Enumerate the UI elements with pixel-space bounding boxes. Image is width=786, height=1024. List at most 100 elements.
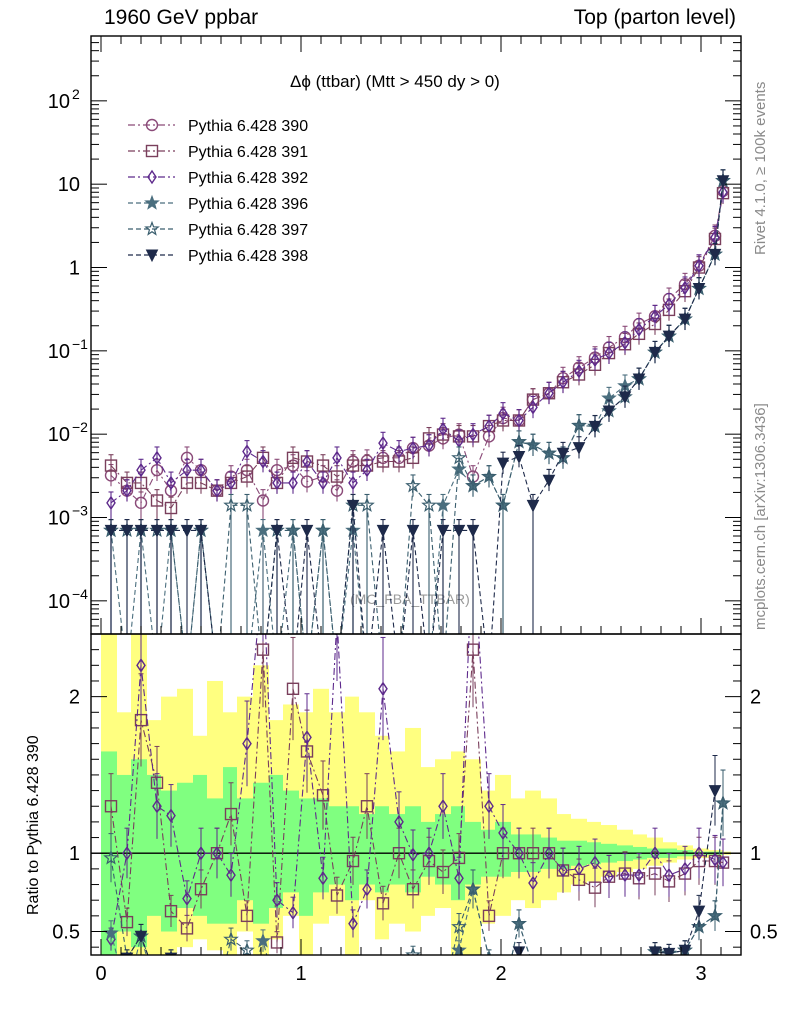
data-point-marker xyxy=(195,974,207,986)
ratio-y-tick-label-right: 1 xyxy=(750,843,761,865)
data-point-marker xyxy=(346,854,360,868)
data-point-marker xyxy=(527,960,539,972)
data-point-marker xyxy=(707,907,723,923)
data-point-marker xyxy=(239,942,255,955)
data-point-marker xyxy=(634,867,644,883)
data-point-marker xyxy=(603,977,615,989)
data-point-marker xyxy=(405,477,421,493)
analysis-watermark: (MC_FBA_TTBAR) xyxy=(350,591,470,607)
data-point-marker xyxy=(590,981,601,992)
data-point-marker xyxy=(708,785,722,798)
data-point-marker xyxy=(496,457,510,471)
data-point-marker xyxy=(438,992,449,1003)
data-point-marker xyxy=(258,454,268,469)
data-point-marker xyxy=(376,897,390,910)
data-point-marker xyxy=(588,420,602,434)
data-point-marker xyxy=(465,477,481,493)
data-point-marker xyxy=(376,524,390,538)
data-point-marker xyxy=(347,980,359,992)
data-point-marker xyxy=(454,871,464,886)
data-point-marker xyxy=(136,658,146,673)
data-point-marker xyxy=(543,974,555,986)
data-point-marker xyxy=(240,909,254,923)
legend-entry-label: Pythia 6.428 392 xyxy=(188,170,308,187)
uncertainty-band-inner xyxy=(329,806,345,885)
data-point-marker xyxy=(194,883,208,896)
data-point-marker xyxy=(662,947,676,955)
data-point-marker xyxy=(573,972,585,984)
y-tick-exponent: −4 xyxy=(72,586,88,602)
data-point-marker xyxy=(180,922,194,935)
data-point-marker xyxy=(543,974,555,986)
data-point-marker xyxy=(212,483,222,498)
data-point-marker xyxy=(406,883,420,896)
data-point-marker xyxy=(436,865,450,879)
data-point-marker xyxy=(223,497,239,513)
data-point-marker xyxy=(633,969,645,981)
data-point-marker xyxy=(438,421,448,437)
data-point-marker xyxy=(150,524,164,538)
data-point-marker xyxy=(708,248,722,262)
data-point-marker xyxy=(466,643,480,656)
data-point-marker xyxy=(152,450,162,466)
data-point-marker xyxy=(271,974,283,986)
data-point-marker xyxy=(361,958,373,970)
data-point-marker xyxy=(694,258,704,274)
ratio-plot-frame xyxy=(90,633,742,956)
data-point-marker xyxy=(454,994,465,1005)
data-point-marker xyxy=(226,475,236,491)
data-point-marker xyxy=(378,984,389,995)
data-point-marker xyxy=(316,459,330,472)
data-point-marker xyxy=(572,442,586,455)
legend-entry-label: Pythia 6.428 398 xyxy=(188,248,308,265)
data-point-marker xyxy=(481,468,497,484)
data-point-marker xyxy=(196,845,206,861)
ratio-bands xyxy=(101,634,731,955)
data-point-marker xyxy=(650,845,660,861)
legend-entry-label: Pythia 6.428 397 xyxy=(188,222,308,239)
uncertainty-band-inner xyxy=(223,767,237,924)
data-point-marker xyxy=(678,944,692,955)
data-point-marker xyxy=(451,449,467,465)
data-point-marker xyxy=(405,946,421,955)
data-point-marker xyxy=(692,905,706,919)
data-point-marker xyxy=(514,413,524,428)
data-point-marker xyxy=(272,475,282,491)
data-point-marker xyxy=(558,863,568,878)
data-point-marker xyxy=(619,974,631,986)
data-point-marker xyxy=(104,800,118,813)
data-point-marker xyxy=(166,475,176,491)
data-point-marker xyxy=(528,875,538,891)
data-point-marker xyxy=(318,871,328,886)
data-point-marker xyxy=(715,794,731,810)
data-point-marker xyxy=(239,497,255,513)
data-point-marker xyxy=(541,445,557,460)
y-tick-exponent: −1 xyxy=(72,336,88,352)
data-point-marker xyxy=(573,972,585,984)
data-point-marker xyxy=(144,194,160,210)
data-point-marker xyxy=(122,483,132,498)
data-point-marker xyxy=(317,967,329,979)
x-tick-label: 2 xyxy=(495,963,506,985)
data-point-marker xyxy=(557,986,569,998)
x-tick-label: 1 xyxy=(295,963,306,985)
data-point-marker xyxy=(378,681,388,697)
ratio-y-tick-label-right: 2 xyxy=(750,687,761,709)
data-point-marker xyxy=(692,282,706,296)
data-point-marker xyxy=(362,881,372,897)
data-point-marker xyxy=(346,499,360,513)
data-point-marker xyxy=(196,975,207,986)
data-point-marker xyxy=(511,433,527,449)
data-point-marker xyxy=(648,946,662,955)
data-point-marker xyxy=(362,462,372,478)
data-point-marker xyxy=(633,969,645,981)
data-point-marker xyxy=(574,988,585,999)
data-point-marker xyxy=(302,730,312,745)
data-point-marker xyxy=(484,798,494,814)
y-tick-label: 10 xyxy=(48,341,70,363)
data-point-marker xyxy=(315,522,331,538)
data-point-marker xyxy=(497,989,509,1001)
data-point-marker xyxy=(359,497,375,513)
data-point-marker xyxy=(527,960,539,972)
data-point-marker xyxy=(194,524,208,538)
